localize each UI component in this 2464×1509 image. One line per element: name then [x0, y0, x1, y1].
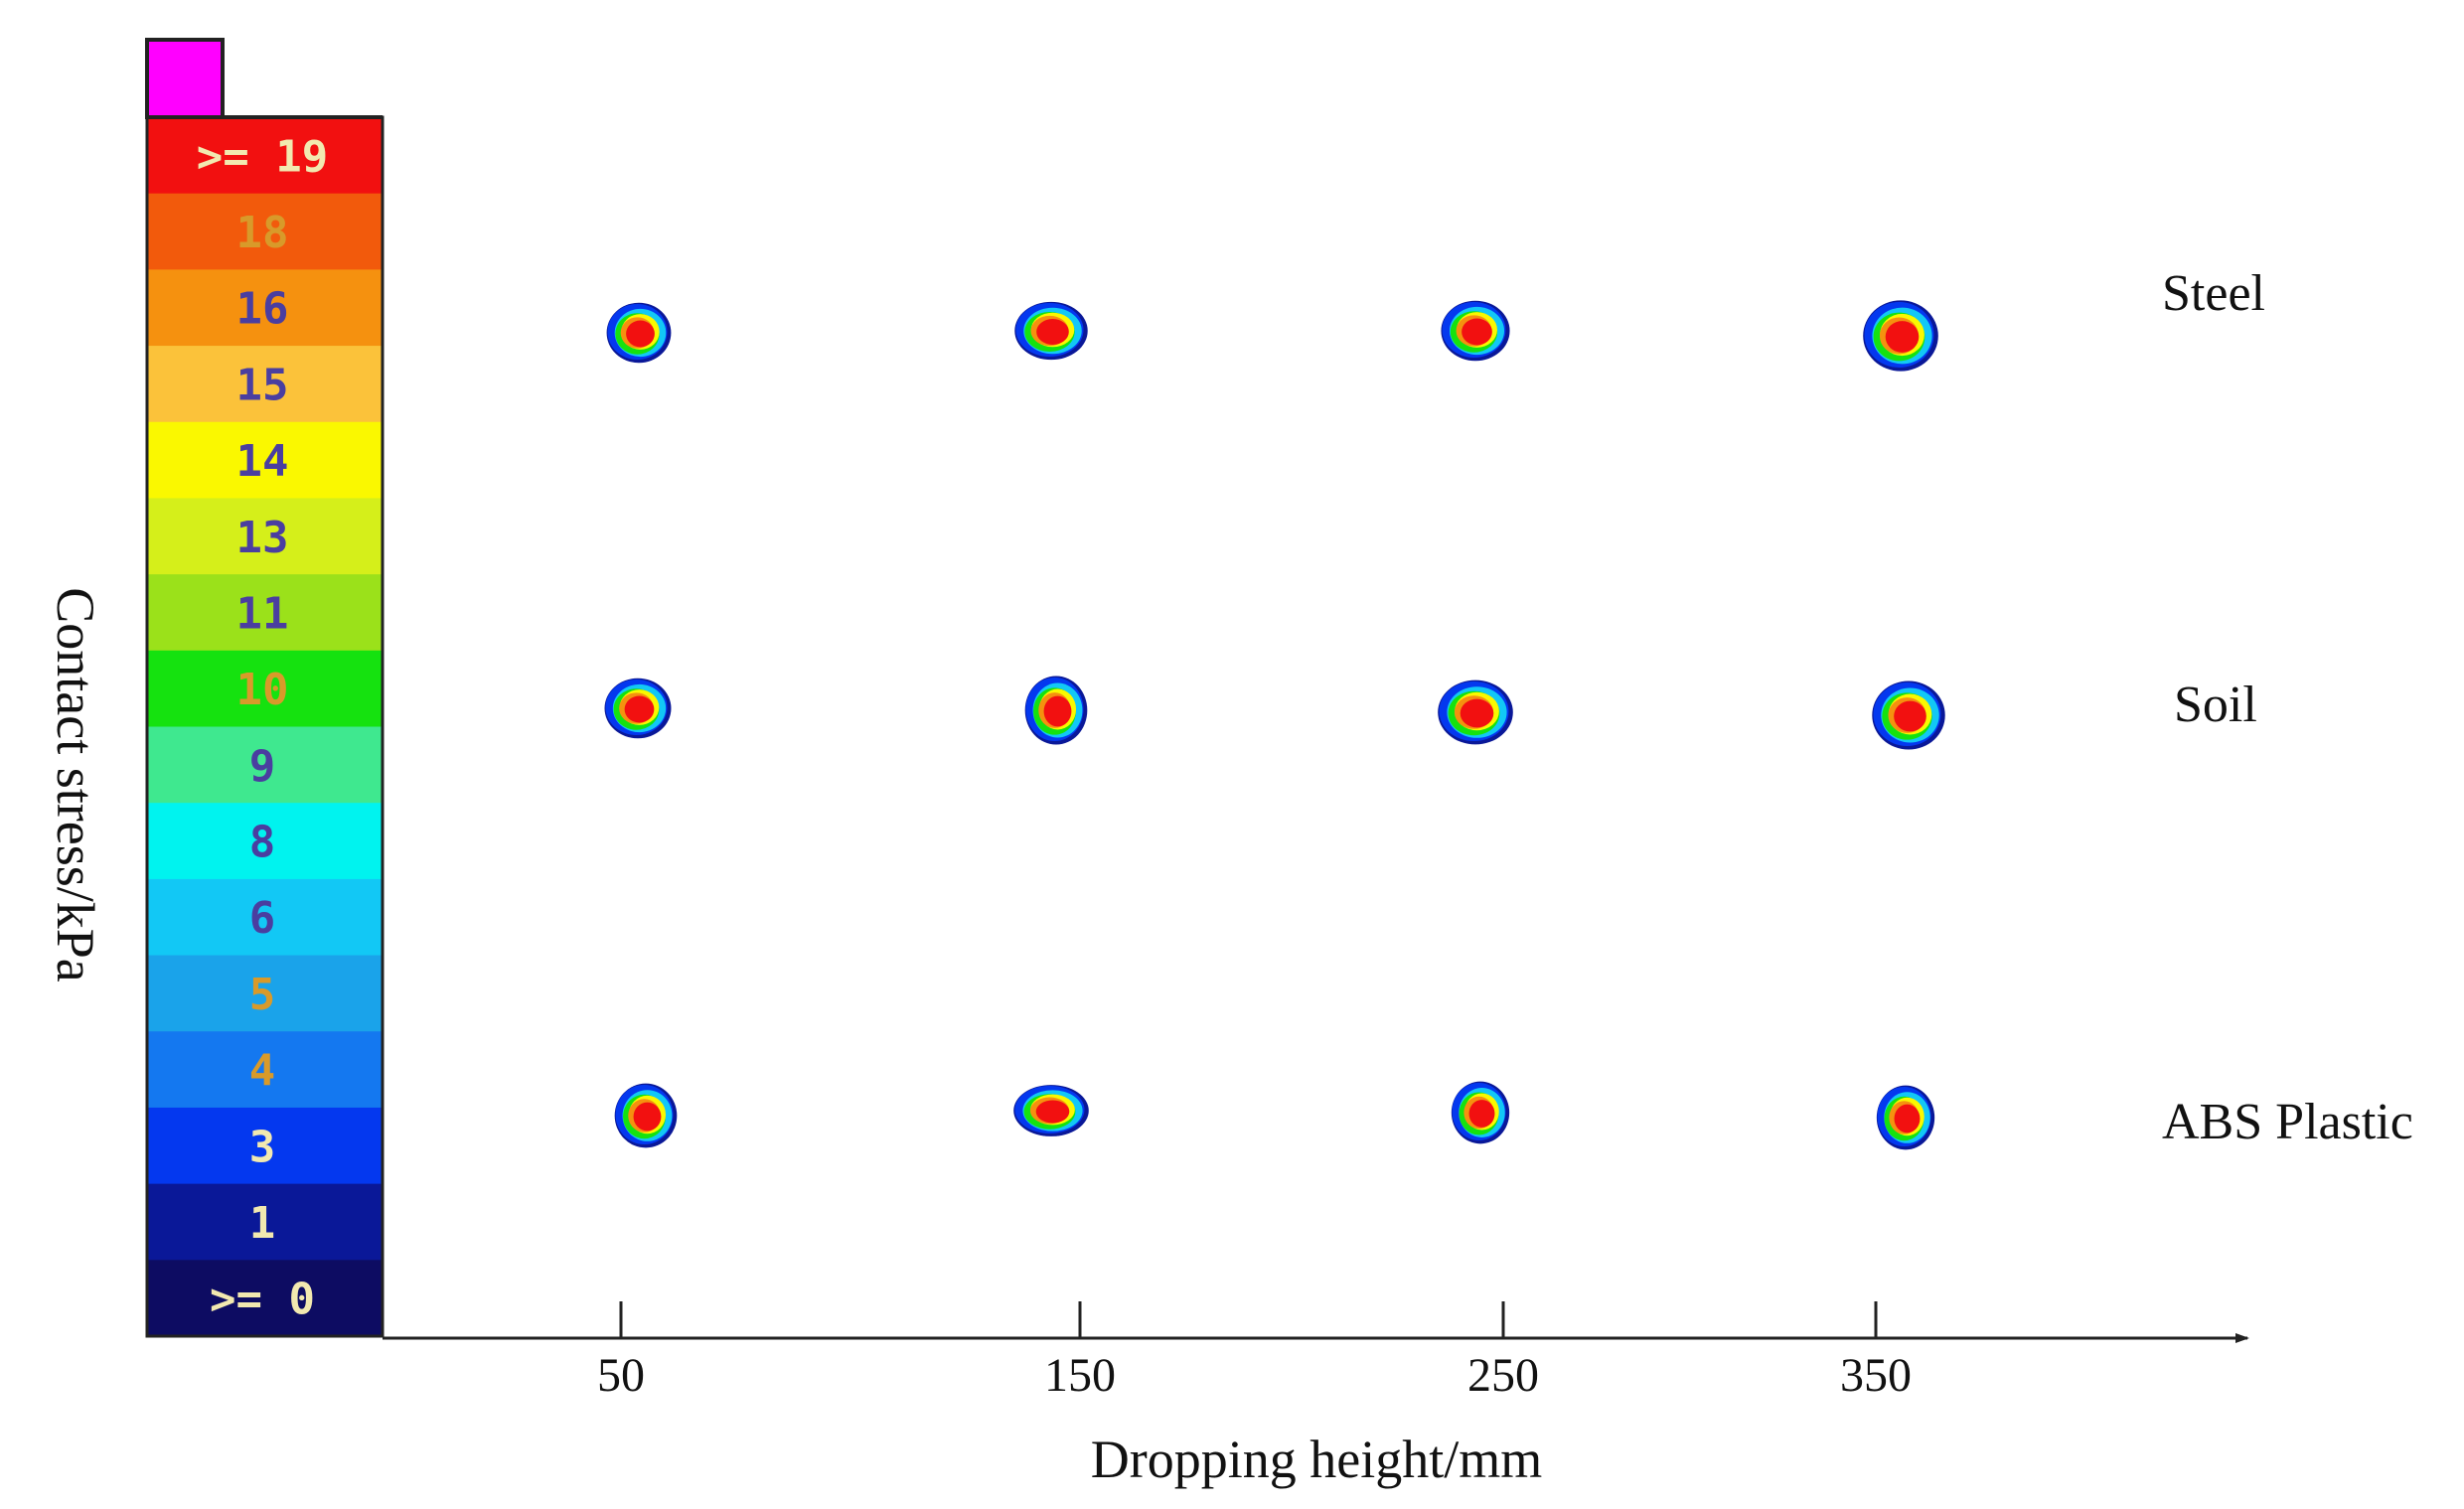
legend-swatch — [147, 346, 383, 423]
spot-ring — [1468, 1100, 1495, 1128]
x-tick-label: 150 — [1044, 1349, 1116, 1402]
contact-spot — [1876, 1085, 1935, 1150]
row-labels: Steel Soil ABS Plastic — [2162, 265, 2413, 1150]
legend-swatch — [147, 117, 383, 195]
legend-label: >= 0 — [210, 1275, 315, 1325]
legend-swatch — [147, 803, 383, 880]
legend-label: 4 — [249, 1046, 276, 1097]
legend-swatch — [147, 269, 383, 348]
x-axis-label: Dropping height/mm — [1091, 1430, 1542, 1489]
contact-spot — [1013, 1085, 1089, 1136]
row-label: Steel — [2162, 265, 2265, 322]
color-legend: >= 19 18 16 15 14 13 11 10 9 8 6 5 4 3 1 >= 0 — [145, 115, 385, 1338]
legend-swatch — [147, 1260, 383, 1337]
spot-ring — [624, 695, 655, 723]
legend-label: 11 — [236, 588, 289, 639]
y-axis-label: Contact stress/kPa — [46, 587, 105, 981]
legend-label: 13 — [236, 513, 289, 563]
legend-label: 16 — [236, 284, 289, 335]
legend-swatch — [147, 878, 383, 957]
legend-swatch — [147, 1107, 383, 1185]
legend-label: 10 — [236, 665, 289, 715]
contact-spot — [1863, 300, 1938, 372]
overflow-swatch — [145, 38, 225, 119]
legend-label: 5 — [249, 970, 276, 1020]
contact-spot — [1024, 676, 1088, 745]
contact-spot — [1872, 680, 1945, 750]
legend-swatch — [147, 498, 383, 576]
spot-ring — [1460, 698, 1494, 728]
x-tick-label: 250 — [1467, 1349, 1539, 1402]
contact-spot — [1014, 301, 1088, 361]
legend-swatch — [147, 574, 383, 652]
x-tick-label: 50 — [597, 1349, 645, 1402]
spot-ring — [1894, 700, 1926, 732]
legend-swatch — [147, 421, 383, 500]
spot-ring — [633, 1102, 662, 1132]
legend-label: 3 — [249, 1122, 276, 1172]
spot-ring — [1894, 1104, 1921, 1133]
x-tick-label: 350 — [1840, 1349, 1912, 1402]
contact-spot — [614, 1083, 678, 1148]
row-label: Soil — [2174, 677, 2257, 733]
legend-swatch — [147, 726, 383, 805]
spot-ring — [1043, 695, 1072, 727]
contact-spot — [604, 678, 672, 739]
legend-swatch — [147, 650, 383, 728]
legend-label: 14 — [236, 436, 289, 487]
spot-ring — [1885, 321, 1920, 353]
contact-spots — [604, 300, 1945, 1150]
contact-spot — [1441, 300, 1510, 362]
legend-label: 15 — [236, 360, 289, 410]
legend-label: >= 19 — [197, 131, 328, 182]
spot-ring — [1462, 318, 1492, 346]
spot-ring — [1035, 1100, 1070, 1124]
legend-label: 6 — [249, 893, 276, 944]
contact-spot — [1451, 1081, 1510, 1144]
row-label: ABS Plastic — [2162, 1094, 2413, 1150]
legend-label: 8 — [249, 818, 276, 868]
legend-swatch — [147, 955, 383, 1033]
spot-ring — [1036, 319, 1069, 345]
spot-ring — [626, 320, 655, 348]
legend-swatch — [147, 1031, 383, 1109]
legend-label: 1 — [249, 1198, 276, 1249]
contact-spot — [1438, 679, 1513, 745]
legend-label: 18 — [236, 208, 289, 258]
contact-spot — [606, 302, 672, 364]
legend-swatch — [147, 1183, 383, 1262]
legend-swatch — [147, 193, 383, 271]
legend-label: 9 — [249, 741, 276, 792]
x-ticks: 50 150 250 350 — [597, 1301, 1912, 1402]
